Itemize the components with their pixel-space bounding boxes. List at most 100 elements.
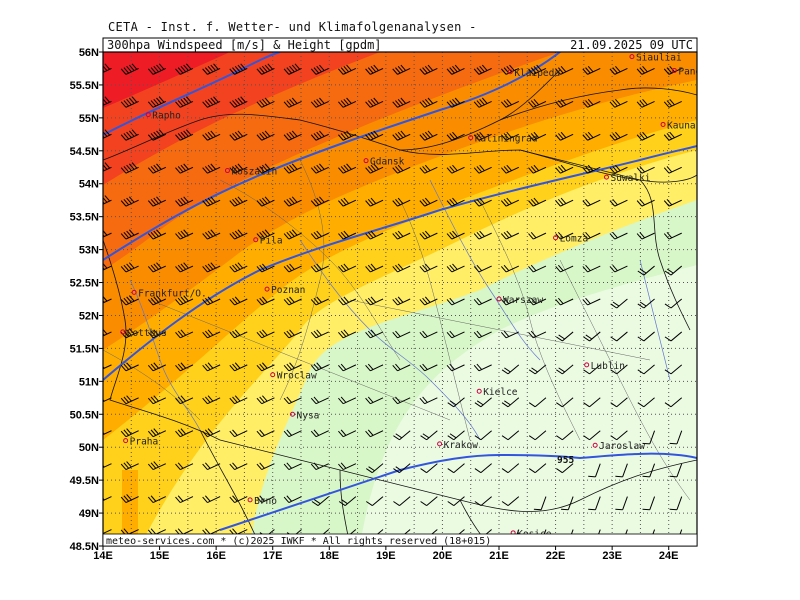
wind-barb [365,197,384,207]
city-marker [507,69,513,75]
valid-time: 21.09.2025 09 UTC [570,38,693,52]
wind-barb [229,196,248,207]
wind-barb [555,164,574,174]
wind-barb [338,296,357,306]
wind-barb [365,263,384,273]
wind-barb [501,496,520,507]
wind-barb [663,98,682,108]
wind-barb [283,163,302,174]
city-label: Warszaw [503,295,543,306]
wind-barb [338,163,357,174]
wind-barb [175,163,194,174]
wind-barb [202,462,221,471]
wind-barb [582,164,601,174]
wind-barb [120,229,139,240]
lon-label: 22E [546,550,566,562]
wind-barb [642,430,656,445]
wind-barb [202,163,221,174]
wind-barb [338,97,357,108]
city-label: Pila [260,236,283,247]
lat-label: 50N [79,442,99,454]
wind-barb [229,296,248,306]
wind-barb [555,66,574,75]
city-label: Panevezys [678,66,729,77]
wind-barb [120,96,139,108]
wind-barb [392,97,411,108]
contour-label-955: 955 [557,455,574,466]
city-marker [603,174,609,180]
city-marker [290,411,296,417]
lat-label: 52N [79,310,99,322]
wind-barb [669,496,683,511]
city-label: Cottbus [127,328,167,339]
wind-barb [147,262,167,273]
lat-label: 49N [79,508,99,520]
wind-barb [283,329,302,339]
wind-barb [473,97,492,108]
wind-barb [664,397,683,408]
wind-barb [447,496,465,507]
wind-barb [283,196,302,207]
wind-barb [556,331,574,342]
wind-barb [229,262,248,273]
wind-barb [338,197,357,207]
field-description: 300hpa Windspeed [m/s] & Height [gpdm] [107,38,382,52]
city-label: Siauliai [636,53,682,64]
wind-barb [283,97,302,108]
wind-barb [501,430,520,441]
wind-barb [419,396,438,405]
wind-barb [583,364,601,375]
wind-barb [175,329,194,339]
city-label: Kaliningrad [475,134,538,145]
lat-label: 48.5N [70,541,99,553]
wind-barb [365,496,384,507]
wind-barb [103,529,112,536]
latitude-labels: 56N 55.5N 55N 54.5N 54N 53.5N 53N 52.5N 52N 51.5N… [70,47,103,553]
wind-barb [283,63,302,75]
wind-barb [555,131,574,141]
wind-barb [202,96,221,108]
wind-barb [474,496,492,507]
wind-barb [473,64,492,75]
wind-barb [637,298,655,309]
wind-barb [202,428,221,438]
wind-barb [500,330,520,339]
city-label: Wroclaw [277,371,317,382]
wind-barb [556,397,574,408]
wind-barb [147,63,167,75]
wind-barb [175,63,194,75]
wind-barb [419,230,438,240]
wind-barb [582,66,601,75]
wind-barb [120,196,139,207]
wind-barb [419,64,438,75]
wind-barb [202,196,221,207]
wind-barb [419,263,438,273]
wind-barb [419,164,438,174]
lat-label: 51N [79,376,99,388]
wind-barb [120,295,139,306]
wind-barb [120,461,139,471]
wind-barb [637,331,655,342]
wind-barb [473,197,492,207]
wind-barb [393,430,411,441]
lon-label: 16E [206,550,226,562]
wind-barb [392,164,411,174]
wind-barb [365,163,384,174]
wind-barb [256,63,275,75]
wind-barb [610,331,628,342]
wind-barb [202,329,221,339]
lon-label: 18E [319,550,339,562]
wind-barb [338,230,357,240]
band-orange-strip [122,470,138,546]
wind-barb [582,131,601,141]
lat-label: 54.5N [70,146,99,158]
wind-barb [229,163,248,174]
wind-barb [392,64,411,75]
wind-barb [663,131,682,141]
wind-barb [229,96,248,108]
city-marker [592,442,598,448]
wind-barb [256,163,275,174]
lon-label: 23E [602,550,622,562]
graticule [103,52,697,546]
wind-barb [310,329,329,339]
